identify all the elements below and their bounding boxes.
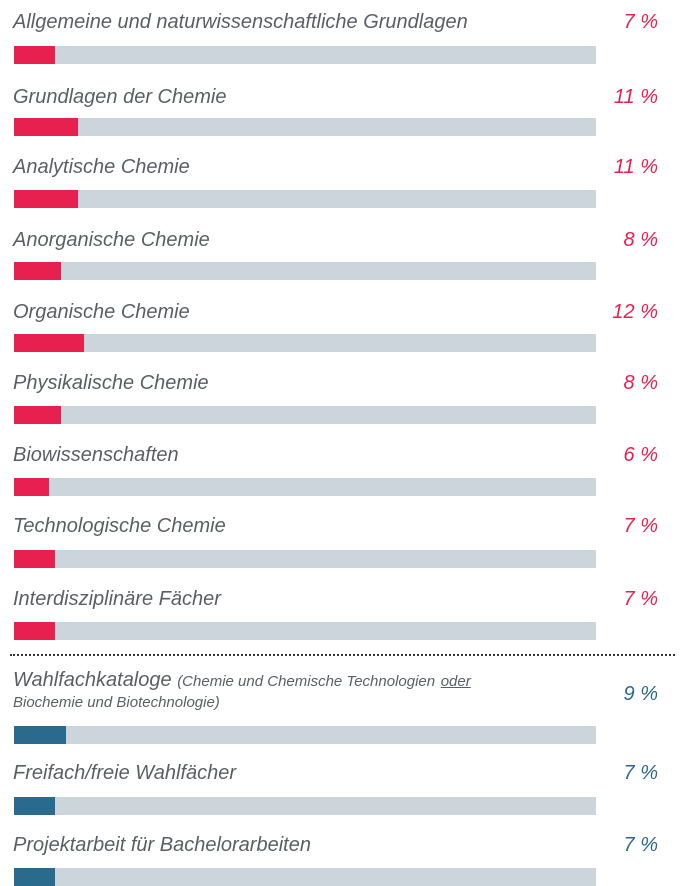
category-text: Biowissenschaften	[13, 444, 179, 466]
category-text: Interdisziplinäre Fächer	[13, 588, 221, 610]
category-label: Freifach/freie Wahlfächer	[13, 761, 236, 785]
category-label: Biowissenschaften	[13, 443, 179, 467]
bar-track	[14, 726, 596, 744]
separator	[10, 654, 675, 656]
category-text: Anorganische Chemie	[13, 229, 210, 251]
category-label: Anorganische Chemie	[13, 228, 210, 252]
value-label: 8 %	[623, 372, 658, 394]
bar-track	[14, 868, 596, 886]
annotation-link: oder	[440, 673, 471, 690]
bar-track	[14, 622, 596, 640]
category-text: Physikalische Chemie	[13, 372, 209, 394]
annotation-text: (Chemie und Chemische Technologien	[177, 673, 436, 690]
category-text: Wahlfachkataloge	[13, 669, 172, 691]
bar	[14, 262, 61, 280]
bar	[14, 334, 84, 352]
value-label: 7 %	[623, 762, 658, 784]
bar	[14, 478, 49, 496]
bar	[14, 797, 55, 815]
bar-track	[14, 550, 596, 568]
category-label: Wahlfachkataloge (Chemie und Chemische T…	[13, 668, 471, 694]
category-text: Analytische Chemie	[13, 156, 190, 178]
category-label: Interdisziplinäre Fächer	[13, 587, 221, 611]
category-text: Projektarbeit für Bachelorarbeiten	[13, 834, 311, 856]
category-label: Physikalische Chemie	[13, 371, 209, 395]
value-label: 12 %	[612, 301, 658, 323]
value-label: 11 %	[613, 156, 658, 178]
category-label: Allgemeine und naturwissenschaftliche Gr…	[13, 10, 468, 34]
bar-track	[14, 190, 596, 208]
category-text: Technologische Chemie	[13, 515, 226, 537]
value-label: 8 %	[623, 229, 658, 251]
bar	[14, 118, 79, 136]
bar	[14, 406, 61, 424]
bar	[14, 550, 55, 568]
category-text: Freifach/freie Wahlfächer	[13, 762, 237, 784]
bar-track	[14, 797, 596, 815]
category-label: Analytische Chemie	[13, 155, 190, 179]
value-label: 11 %	[613, 86, 658, 108]
value-label: 9 %	[623, 683, 658, 705]
category-label: Organische Chemie	[13, 300, 190, 324]
bar	[14, 726, 67, 744]
bar	[14, 46, 55, 64]
value-label: 7 %	[623, 515, 658, 537]
value-label: 7 %	[623, 588, 658, 610]
bar-track	[14, 262, 596, 280]
bar-track	[14, 406, 596, 424]
category-label: Projektarbeit für Bachelorarbeiten	[13, 833, 311, 857]
annotation-text: Biochemie und Biotechnologie)	[13, 694, 220, 711]
bar-track	[14, 334, 596, 352]
bar-track	[14, 478, 596, 496]
category-text: Grundlagen der Chemie	[13, 86, 227, 108]
value-label: 7 %	[623, 11, 658, 33]
bar-track	[14, 46, 596, 64]
bar-track	[14, 118, 596, 136]
category-text: Organische Chemie	[13, 301, 190, 323]
bar	[14, 190, 79, 208]
value-label: 6 %	[623, 444, 658, 466]
value-label: 7 %	[623, 834, 658, 856]
category-label: Technologische Chemie	[13, 514, 226, 538]
bar	[14, 622, 55, 640]
category-text: Allgemeine und naturwissenschaftliche Gr…	[13, 11, 468, 33]
category-label: Grundlagen der Chemie	[13, 85, 226, 109]
bar	[14, 868, 55, 886]
